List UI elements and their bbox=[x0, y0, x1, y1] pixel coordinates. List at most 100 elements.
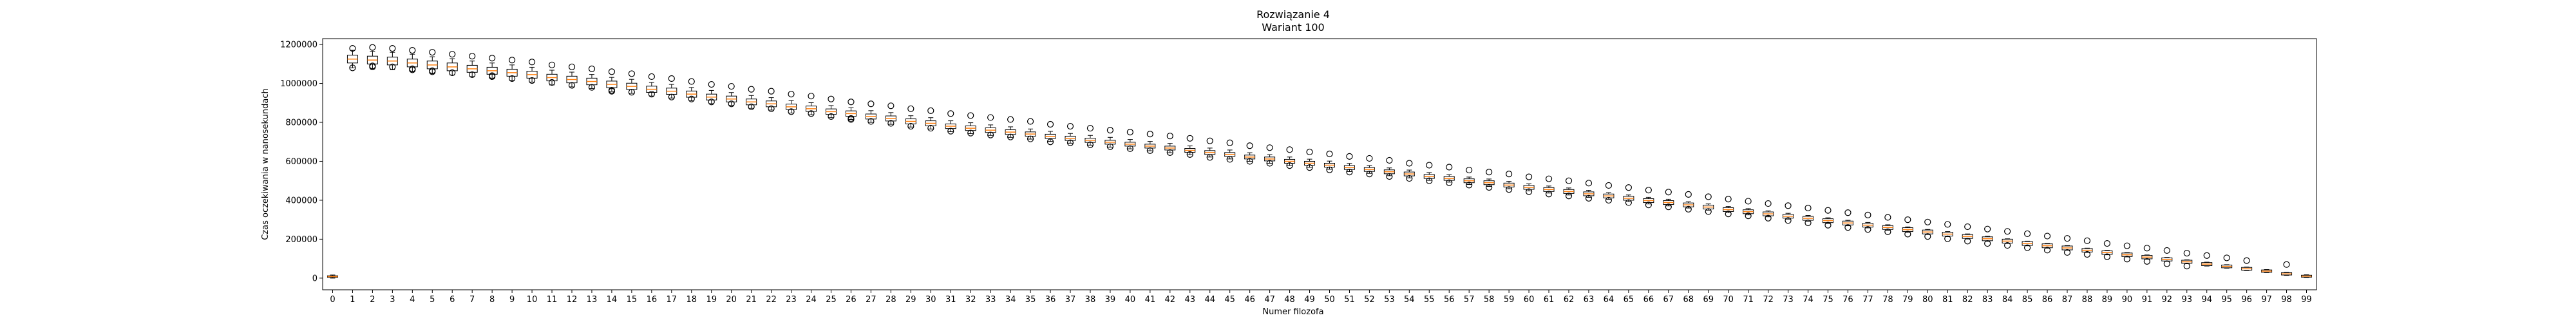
x-tick-label: 21 bbox=[746, 295, 757, 305]
outlier-point bbox=[1206, 154, 1213, 161]
x-tick-label: 41 bbox=[1145, 295, 1156, 305]
outlier-point bbox=[548, 61, 556, 68]
x-tick-label: 15 bbox=[627, 295, 638, 305]
outlier-point bbox=[2063, 235, 2071, 242]
x-tick-label: 46 bbox=[1244, 295, 1255, 305]
outlier-point bbox=[1027, 135, 1034, 142]
outlier-point bbox=[768, 105, 775, 112]
x-tick-label: 33 bbox=[985, 295, 996, 305]
x-tick-label: 20 bbox=[726, 295, 737, 305]
x-tick-label: 26 bbox=[846, 295, 857, 305]
outlier-point bbox=[509, 75, 516, 82]
outlier-point bbox=[1585, 194, 1593, 202]
outlier-point bbox=[1266, 160, 1273, 167]
x-tick-label: 31 bbox=[945, 295, 956, 305]
outlier-point bbox=[1725, 196, 1732, 203]
outlier-point bbox=[2103, 240, 2111, 247]
outlier-point bbox=[1486, 168, 1493, 176]
x-tick-label: 50 bbox=[1324, 295, 1335, 305]
outlier-point bbox=[1226, 139, 1233, 146]
outlier-point bbox=[1146, 147, 1153, 154]
outlier-point bbox=[1007, 116, 1014, 123]
outlier-point bbox=[1486, 184, 1493, 191]
outlier-point bbox=[688, 95, 695, 102]
x-tick-label: 81 bbox=[1942, 295, 1953, 305]
outlier-point bbox=[1785, 202, 1792, 209]
outlier-point bbox=[449, 69, 456, 77]
x-tick-label: 79 bbox=[1902, 295, 1913, 305]
y-tick-label: 1200000 bbox=[280, 41, 317, 50]
outlier-point bbox=[828, 95, 835, 102]
y-tick-label: 1000000 bbox=[280, 79, 317, 89]
outlier-point bbox=[1904, 216, 1911, 223]
outlier-point bbox=[349, 45, 356, 52]
outlier-point bbox=[2023, 244, 2031, 251]
x-tick-label: 84 bbox=[2002, 295, 2013, 305]
x-tick-label: 74 bbox=[1803, 295, 1814, 305]
outlier-point bbox=[2083, 237, 2091, 244]
outlier-point bbox=[648, 73, 655, 80]
x-tick-label: 19 bbox=[706, 295, 717, 305]
outlier-point bbox=[728, 82, 735, 90]
x-tick-label: 71 bbox=[1743, 295, 1754, 305]
outlier-point bbox=[1246, 142, 1253, 149]
outlier-point bbox=[1286, 162, 1293, 169]
outlier-point bbox=[1386, 156, 1393, 164]
x-tick-label: 37 bbox=[1065, 295, 1076, 305]
axes-frame bbox=[322, 38, 2317, 290]
outlier-point bbox=[628, 89, 635, 96]
outlier-point bbox=[2083, 251, 2091, 258]
outlier-point bbox=[1785, 217, 1792, 224]
x-tick-label: 39 bbox=[1105, 295, 1116, 305]
outlier-point bbox=[1206, 137, 1213, 144]
outlier-point bbox=[469, 53, 476, 60]
outlier-point bbox=[1266, 144, 1273, 151]
x-tick-label: 54 bbox=[1404, 295, 1415, 305]
x-tick-label: 97 bbox=[2261, 295, 2272, 305]
x-tick-label: 30 bbox=[925, 295, 936, 305]
x-tick-label: 22 bbox=[766, 295, 777, 305]
outlier-point bbox=[1705, 208, 1712, 215]
outlier-point bbox=[1066, 139, 1074, 146]
outlier-point bbox=[1346, 153, 1353, 160]
outlier-point bbox=[509, 57, 516, 64]
outlier-point bbox=[2203, 252, 2210, 259]
outlier-point bbox=[808, 93, 815, 100]
x-tick-label: 51 bbox=[1344, 295, 1355, 305]
outlier-point bbox=[528, 59, 536, 66]
x-tick-label: 0 bbox=[330, 295, 335, 305]
x-tick-label: 99 bbox=[2301, 295, 2312, 305]
x-tick-label: 92 bbox=[2162, 295, 2173, 305]
outlier-point bbox=[1804, 204, 1812, 212]
outlier-point bbox=[2163, 247, 2170, 254]
outlier-point bbox=[2123, 256, 2130, 263]
x-tick-label: 11 bbox=[547, 295, 558, 305]
outlier-point bbox=[1166, 149, 1173, 156]
outlier-point bbox=[1386, 173, 1393, 180]
outlier-point bbox=[808, 110, 815, 117]
x-axis-title: Numer filozofa bbox=[1262, 307, 1323, 317]
outlier-point bbox=[887, 102, 895, 109]
outlier-point bbox=[2023, 230, 2031, 238]
outlier-point bbox=[1106, 126, 1114, 134]
outlier-point bbox=[1645, 202, 1652, 209]
outlier-point bbox=[1166, 133, 1173, 140]
x-tick-label: 23 bbox=[786, 295, 797, 305]
x-tick-label: 67 bbox=[1663, 295, 1674, 305]
outlier-point bbox=[1406, 160, 1413, 167]
outlier-point bbox=[2243, 257, 2250, 264]
x-tick-label: 24 bbox=[806, 295, 817, 305]
x-tick-label: 40 bbox=[1125, 295, 1136, 305]
outlier-point bbox=[1366, 155, 1373, 162]
x-tick-label: 63 bbox=[1584, 295, 1595, 305]
outlier-point bbox=[1525, 188, 1533, 195]
x-tick-label: 62 bbox=[1564, 295, 1575, 305]
outlier-point bbox=[489, 55, 496, 62]
outlier-point bbox=[1086, 141, 1094, 148]
x-tick-label: 52 bbox=[1364, 295, 1375, 305]
outlier-point bbox=[429, 49, 436, 56]
x-tick-label: 64 bbox=[1604, 295, 1615, 305]
outlier-point bbox=[548, 79, 556, 86]
outlier-point bbox=[409, 47, 416, 54]
x-tick-label: 6 bbox=[450, 295, 455, 305]
